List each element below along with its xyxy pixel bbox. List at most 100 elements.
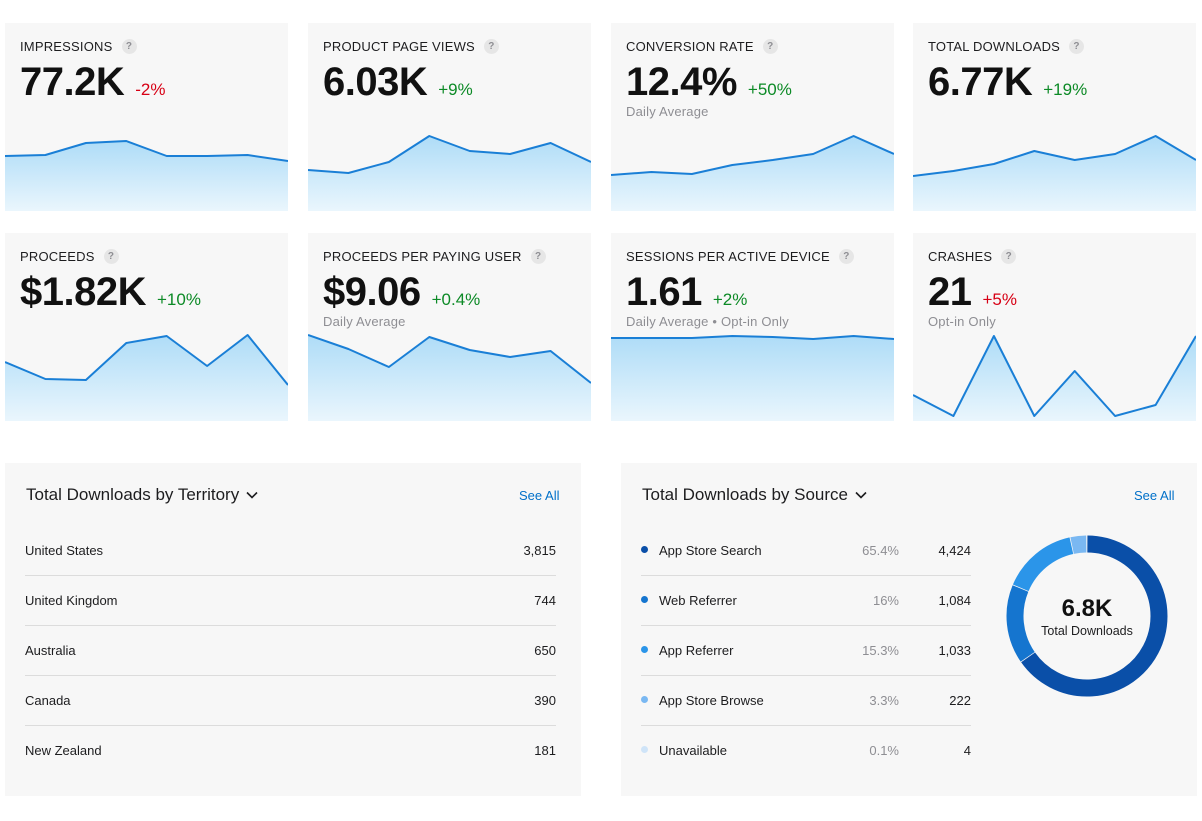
donut-slice[interactable] xyxy=(1006,585,1035,662)
territory-name: New Zealand xyxy=(25,743,102,758)
source-percent: 3.3% xyxy=(869,693,899,708)
metric-header: CONVERSION RATE? xyxy=(626,39,778,54)
source-name: App Store Browse xyxy=(659,693,764,708)
source-see-all-link[interactable]: See All xyxy=(1134,488,1175,503)
metric-value-row: 21 +5% xyxy=(928,270,1017,315)
metric-card[interactable]: SESSIONS PER ACTIVE DEVICE? 1.61 +2% Daily … xyxy=(611,233,894,421)
metric-title: PRODUCT PAGE VIEWS xyxy=(323,39,475,54)
help-icon[interactable]: ? xyxy=(103,249,119,264)
sparkline-area xyxy=(5,141,288,211)
metric-delta: +5% xyxy=(982,290,1018,309)
metric-card[interactable]: IMPRESSIONS? 77.2K -2% xyxy=(5,23,288,211)
metric-header: PROCEEDS PER PAYING USER? xyxy=(323,249,546,264)
help-icon[interactable]: ? xyxy=(1069,39,1085,54)
metric-card[interactable]: PROCEEDS? $1.82K +10% xyxy=(5,233,288,421)
legend-dot xyxy=(641,746,648,753)
territory-see-all-link[interactable]: See All xyxy=(519,488,560,503)
metric-value: 12.4% xyxy=(626,60,737,104)
metric-title: PROCEEDS xyxy=(20,249,95,264)
metric-value-row: $9.06 +0.4% xyxy=(323,270,480,315)
metric-value-row: 6.77K +19% xyxy=(928,60,1087,105)
sparkline-line xyxy=(611,135,894,176)
table-row[interactable]: Australia 650 xyxy=(25,625,556,676)
sparkline-chart xyxy=(611,335,894,421)
table-row[interactable]: New Zealand 181 xyxy=(25,725,556,775)
sparkline-line xyxy=(611,335,894,340)
metric-value: 21 xyxy=(928,270,972,314)
source-downloads: 1,084 xyxy=(938,593,971,608)
metric-header: SESSIONS PER ACTIVE DEVICE? xyxy=(626,249,854,264)
metric-delta: +10% xyxy=(156,290,201,309)
metric-header: TOTAL DOWNLOADS? xyxy=(928,39,1085,54)
metric-delta: +19% xyxy=(1043,80,1088,99)
legend-dot xyxy=(641,646,648,653)
table-row[interactable]: United Kingdom 744 xyxy=(25,575,556,626)
sparkline-line xyxy=(913,135,1196,177)
metric-delta: +0.4% xyxy=(431,290,481,309)
sparkline-area xyxy=(913,336,1196,421)
source-downloads: 4,424 xyxy=(938,543,971,558)
metric-card[interactable]: PRODUCT PAGE VIEWS? 6.03K +9% xyxy=(308,23,591,211)
sparkline-line xyxy=(5,140,288,162)
source-name: Web Referrer xyxy=(659,593,737,608)
metric-subtitle: Opt-in Only xyxy=(928,314,996,329)
territory-title-dropdown[interactable]: Total Downloads by Territory xyxy=(26,485,258,505)
metric-card[interactable]: CRASHES? 21 +5% Opt-in Only xyxy=(913,233,1196,421)
source-panel: Total Downloads by Source See All App St… xyxy=(621,463,1197,796)
territory-name: Canada xyxy=(25,693,71,708)
metric-card[interactable]: TOTAL DOWNLOADS? 6.77K +19% xyxy=(913,23,1196,211)
source-downloads: 4 xyxy=(963,743,971,758)
source-title: Total Downloads by Source xyxy=(642,485,849,504)
sparkline-line xyxy=(308,334,591,384)
donut-slice[interactable] xyxy=(1070,535,1087,554)
donut-center: 6.8K Total Downloads xyxy=(1005,595,1169,638)
help-icon[interactable]: ? xyxy=(762,39,778,54)
table-row[interactable]: App Store Browse 3.3% 222 xyxy=(641,675,971,726)
source-name: Unavailable xyxy=(659,743,727,758)
sparkline-area xyxy=(308,136,591,211)
metric-header: IMPRESSIONS? xyxy=(20,39,137,54)
sparkline-chart xyxy=(308,135,591,211)
table-row[interactable]: App Referrer 15.3% 1,033 xyxy=(641,625,971,676)
metric-title: CONVERSION RATE xyxy=(626,39,754,54)
source-percent: 16% xyxy=(872,593,899,608)
legend-dot xyxy=(641,696,648,703)
sparkline-line xyxy=(5,334,288,386)
table-row[interactable]: Web Referrer 16% 1,084 xyxy=(641,575,971,626)
help-icon[interactable]: ? xyxy=(838,249,854,264)
metric-title: CRASHES xyxy=(928,249,993,264)
legend-dot xyxy=(641,596,648,603)
donut-slice[interactable] xyxy=(1012,537,1074,592)
help-icon[interactable]: ? xyxy=(1001,249,1017,264)
table-row[interactable]: App Store Search 65.4% 4,424 xyxy=(641,525,971,576)
metric-delta: +9% xyxy=(438,80,473,99)
territory-downloads: 3,815 xyxy=(523,543,556,558)
table-row[interactable]: United States 3,815 xyxy=(25,525,556,576)
metric-value: $1.82K xyxy=(20,270,146,314)
metric-delta: +2% xyxy=(712,290,748,309)
help-icon[interactable]: ? xyxy=(121,39,137,54)
source-name: App Referrer xyxy=(659,643,734,658)
territory-downloads: 650 xyxy=(534,643,556,658)
territory-downloads: 744 xyxy=(534,593,556,608)
sparkline-chart xyxy=(5,334,288,421)
source-percent: 65.4% xyxy=(862,543,899,558)
metric-value-row: 1.61 +2% xyxy=(626,270,747,315)
metric-value: 1.61 xyxy=(626,270,702,314)
help-icon[interactable]: ? xyxy=(530,249,546,264)
sparkline-area xyxy=(5,335,288,421)
sparkline-line xyxy=(913,335,1196,417)
table-row[interactable]: Canada 390 xyxy=(25,675,556,726)
table-row[interactable]: Unavailable 0.1% 4 xyxy=(641,725,971,775)
donut-total-value: 6.8K xyxy=(1061,595,1113,622)
source-title-dropdown[interactable]: Total Downloads by Source xyxy=(642,485,867,505)
help-icon[interactable]: ? xyxy=(483,39,499,54)
metric-card[interactable]: CONVERSION RATE? 12.4% +50% Daily Average xyxy=(611,23,894,211)
metric-card[interactable]: PROCEEDS PER PAYING USER? $9.06 +0.4% Daily… xyxy=(308,233,591,421)
sparkline-area xyxy=(611,336,894,421)
metric-title: PROCEEDS PER PAYING USER xyxy=(323,249,522,264)
source-donut-chart xyxy=(1006,535,1168,697)
donut-slice[interactable] xyxy=(1021,535,1168,697)
source-downloads: 222 xyxy=(949,693,971,708)
metric-title: SESSIONS PER ACTIVE DEVICE xyxy=(626,249,830,264)
